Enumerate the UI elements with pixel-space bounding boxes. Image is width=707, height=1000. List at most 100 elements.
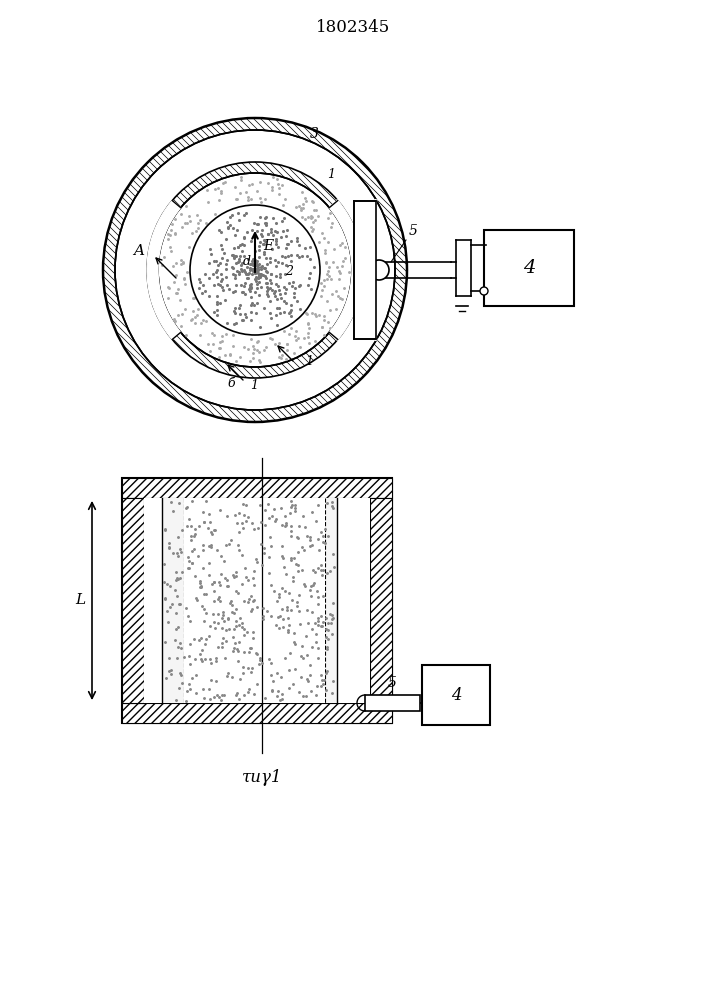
Point xyxy=(329,241,340,257)
Point xyxy=(168,503,179,519)
Point xyxy=(216,271,228,287)
Point xyxy=(277,619,288,635)
Point xyxy=(274,186,285,202)
Point xyxy=(320,254,332,270)
Point xyxy=(209,327,220,343)
Point xyxy=(274,286,286,302)
Bar xyxy=(422,665,490,725)
Point xyxy=(165,662,176,678)
Point xyxy=(264,510,275,526)
Point xyxy=(215,692,226,708)
Point xyxy=(251,554,262,570)
Point xyxy=(252,599,263,615)
Point xyxy=(274,180,285,196)
Point xyxy=(186,225,197,241)
Point xyxy=(194,579,206,595)
Point xyxy=(219,650,230,666)
Point xyxy=(221,537,232,553)
Point xyxy=(300,578,311,594)
Point xyxy=(264,254,276,270)
Point xyxy=(254,497,265,513)
Point xyxy=(267,241,278,257)
Point xyxy=(170,605,181,621)
Point xyxy=(252,257,263,273)
Point xyxy=(230,315,241,331)
Point xyxy=(253,352,264,368)
Point xyxy=(187,555,198,571)
Point xyxy=(274,305,286,321)
Point xyxy=(295,202,306,218)
Polygon shape xyxy=(329,201,363,339)
Point xyxy=(200,605,211,621)
Point xyxy=(216,224,227,240)
Point xyxy=(237,615,248,631)
Point xyxy=(307,214,318,230)
Point xyxy=(302,615,313,631)
Point xyxy=(325,606,336,622)
Point xyxy=(315,667,327,683)
Point xyxy=(267,182,278,198)
Point xyxy=(275,290,286,306)
Point xyxy=(189,315,201,331)
Text: d: d xyxy=(243,255,251,268)
Point xyxy=(296,200,307,216)
Point xyxy=(317,614,329,630)
Point xyxy=(230,564,241,580)
Point xyxy=(320,665,332,681)
Point xyxy=(321,255,332,271)
Point xyxy=(246,261,257,277)
Point xyxy=(258,246,269,262)
Point xyxy=(308,194,319,210)
Point xyxy=(221,326,232,342)
Point xyxy=(233,205,244,221)
Point xyxy=(252,265,264,281)
Point xyxy=(281,295,292,311)
Point xyxy=(222,578,233,594)
Point xyxy=(317,528,329,544)
Point xyxy=(286,297,297,313)
Point xyxy=(312,560,324,576)
Point xyxy=(216,687,228,703)
Point xyxy=(325,271,337,287)
Text: E: E xyxy=(263,239,273,253)
Point xyxy=(245,191,257,207)
Point xyxy=(312,650,323,666)
Point xyxy=(267,282,278,298)
Point xyxy=(242,660,253,676)
Point xyxy=(259,268,271,284)
Point xyxy=(246,256,257,272)
Point xyxy=(203,628,214,644)
Point xyxy=(227,260,238,276)
Point xyxy=(249,262,260,278)
Point xyxy=(327,215,338,231)
Point xyxy=(213,222,224,238)
Point xyxy=(177,255,189,271)
Point xyxy=(259,342,270,358)
Point xyxy=(183,208,194,224)
Point xyxy=(300,688,311,704)
Point xyxy=(188,631,199,647)
Point xyxy=(233,653,244,669)
Point xyxy=(296,209,308,225)
Point xyxy=(317,562,329,578)
Point xyxy=(300,211,311,227)
Point xyxy=(308,562,319,578)
Point xyxy=(244,353,255,369)
Point xyxy=(162,231,173,247)
Point xyxy=(209,574,220,590)
Point xyxy=(160,590,171,606)
Point xyxy=(213,606,224,622)
Point xyxy=(254,344,265,360)
Point xyxy=(180,215,191,231)
Point xyxy=(174,570,185,586)
Point xyxy=(317,676,328,692)
Point xyxy=(269,223,281,239)
Point xyxy=(189,541,200,557)
Point xyxy=(249,271,260,287)
Point xyxy=(245,640,256,656)
Point xyxy=(285,302,296,318)
Point xyxy=(337,235,348,251)
Point xyxy=(237,515,248,531)
Point xyxy=(206,526,217,542)
Point xyxy=(194,646,205,662)
